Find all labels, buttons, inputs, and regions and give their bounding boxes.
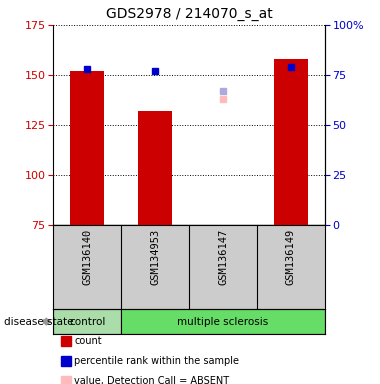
Text: value, Detection Call = ABSENT: value, Detection Call = ABSENT	[74, 376, 229, 384]
Bar	[138, 111, 172, 225]
Text: GSM136147: GSM136147	[218, 229, 228, 285]
Text: GSM136149: GSM136149	[286, 229, 296, 285]
Text: disease state: disease state	[4, 316, 73, 327]
Text: control: control	[69, 316, 105, 327]
Bar	[53, 309, 121, 334]
Text: percentile rank within the sample: percentile rank within the sample	[74, 356, 239, 366]
Bar	[70, 71, 104, 225]
Bar	[121, 309, 325, 334]
Title: GDS2978 / 214070_s_at: GDS2978 / 214070_s_at	[106, 7, 272, 21]
Text: multiple sclerosis: multiple sclerosis	[177, 316, 269, 327]
Bar	[274, 59, 308, 225]
Text: GSM136140: GSM136140	[82, 229, 92, 285]
Text: count: count	[74, 336, 102, 346]
Text: GSM134953: GSM134953	[150, 229, 160, 285]
